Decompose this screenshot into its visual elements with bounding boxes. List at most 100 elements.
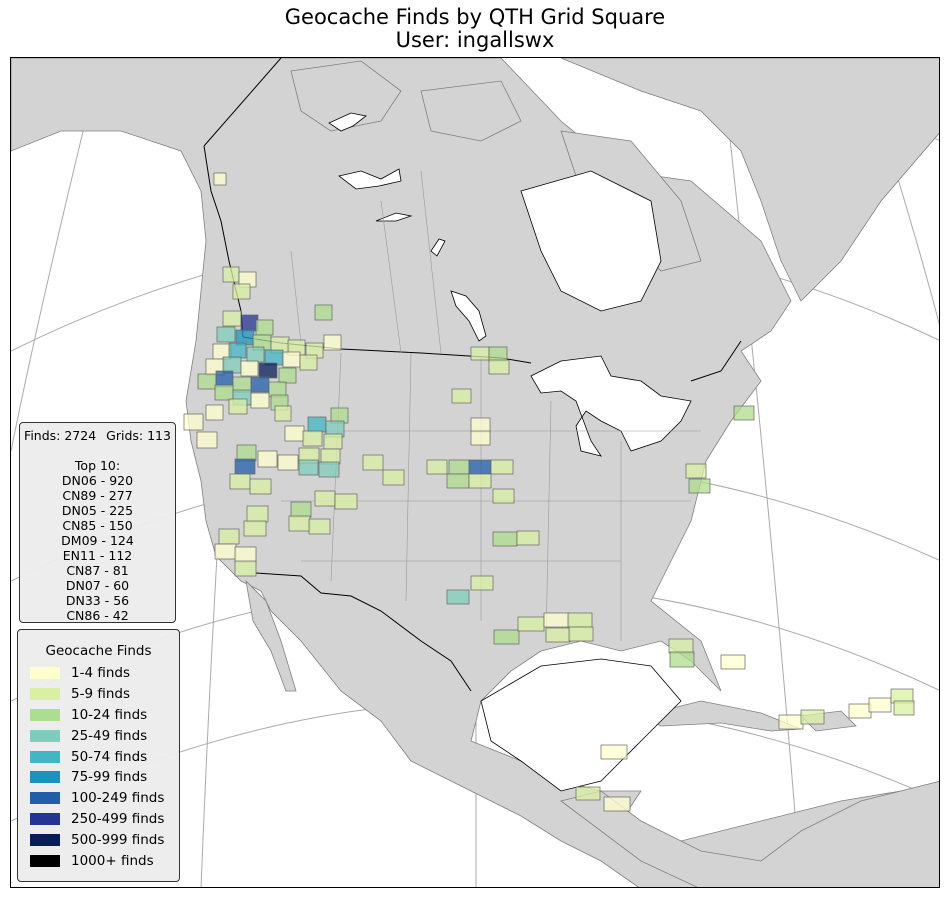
legend-label: 50-74 finds: [71, 748, 148, 765]
grid-square: [868, 697, 892, 713]
grid-square: [228, 398, 248, 415]
title-line-2: User: ingallswx: [395, 28, 555, 52]
legend-swatch: [30, 833, 60, 846]
grid-square: [492, 488, 515, 504]
grid-square: [470, 430, 491, 446]
grid-square: [470, 417, 491, 433]
grid-square: [218, 528, 240, 545]
grid-square: [278, 367, 297, 384]
grid-square: [302, 430, 323, 447]
map-canvas[interactable]: [11, 58, 940, 888]
legend-label: 500-999 finds: [71, 831, 165, 848]
grid-square: [492, 531, 518, 547]
legend-swatch: [30, 854, 60, 867]
grid-square: [314, 490, 336, 507]
legend-items: 1-4 finds 5-9 finds 10-24 finds 25-49 finds…: [18, 663, 179, 871]
grid-square: [229, 473, 251, 490]
grid-square: [216, 326, 236, 343]
grid-square: [290, 501, 312, 518]
legend-swatch: [30, 729, 60, 742]
grid-square: [446, 473, 470, 489]
grid-square: [214, 543, 237, 560]
legend: Geocache Finds 1-4 finds 5-9 finds 10-24 f…: [17, 629, 180, 882]
grid-square: [222, 266, 240, 283]
grid-square: [446, 589, 470, 605]
hudson-bay: [520, 170, 662, 312]
legend-swatch: [30, 792, 60, 805]
grid-square: [274, 405, 292, 422]
legend-title: Geocache Finds: [45, 643, 152, 659]
grid-square: [288, 515, 311, 532]
grid-square: [778, 714, 804, 730]
lake-winnipeg: [450, 290, 487, 342]
grid-square: [277, 454, 299, 471]
top10-entry: CN89 - 277: [62, 488, 133, 503]
chart-title: Geocache Finds by QTH Grid Square User: …: [0, 6, 950, 52]
grid-square: [197, 373, 217, 390]
grid-square: [282, 351, 301, 368]
title-line-1: Geocache Finds by QTH Grid Square: [284, 5, 666, 29]
legend-label: 5-9 finds: [71, 686, 131, 703]
grid-square: [250, 392, 270, 409]
legend-item: 5-9 finds: [18, 684, 179, 705]
stats-summary: Finds: 2724 Grids: 113: [20, 428, 175, 443]
grids-total: Grids: 113: [106, 428, 171, 443]
grid-square: [516, 530, 540, 546]
cuba: [639, 700, 802, 732]
legend-swatch: [30, 688, 60, 701]
grid-square: [258, 362, 278, 379]
top10-entry: CN87 - 81: [66, 563, 129, 578]
arctic-island-2: [420, 80, 522, 142]
grid-square: [246, 505, 269, 523]
grid-square: [685, 463, 707, 479]
grid-square: [249, 478, 272, 495]
grid-square: [488, 359, 510, 375]
grid-square: [426, 459, 448, 475]
grid-square: [451, 388, 472, 404]
grid-square: [228, 342, 247, 359]
top10-entry: DN07 - 60: [65, 578, 130, 593]
grid-square: [668, 638, 694, 654]
grid-square: [468, 473, 492, 489]
legend-swatch: [30, 771, 60, 784]
grid-square: [848, 703, 872, 719]
legend-label: 1000+ finds: [71, 852, 154, 869]
grid-square: [257, 450, 278, 468]
legend-swatch: [30, 667, 60, 680]
top10-entry: DN33 - 56: [65, 593, 130, 608]
legend-label: 75-99 finds: [71, 769, 148, 786]
legend-swatch: [30, 708, 60, 721]
legend-item: 25-49 finds: [18, 725, 179, 746]
grid-square: [243, 520, 267, 537]
grid-square: [232, 283, 251, 300]
grid-square: [517, 616, 545, 632]
legend-item: 50-74 finds: [18, 746, 179, 767]
grid-square: [205, 404, 224, 421]
greenland: [560, 58, 939, 302]
grid-square: [733, 405, 755, 421]
grid-square: [234, 560, 257, 577]
top10-title: Top 10:: [74, 458, 121, 473]
grid-square: [323, 334, 342, 351]
top10-entry: DM09 - 124: [61, 533, 134, 548]
top10-entry: CN86 - 42: [66, 608, 129, 623]
grid-square: [234, 458, 256, 475]
great-slave-lake: [375, 212, 413, 222]
legend-item: 250-499 finds: [18, 809, 179, 830]
legend-item: 75-99 finds: [18, 767, 179, 788]
grid-square: [250, 376, 270, 393]
grid-square: [240, 314, 259, 332]
grid-square: [323, 433, 343, 450]
gulf-of-mexico: [480, 658, 682, 792]
grid-square: [600, 744, 628, 760]
legend-item: 500-999 finds: [18, 829, 179, 850]
legend-item: 1-4 finds: [18, 663, 179, 684]
grid-square: [490, 459, 514, 475]
grid-square: [470, 346, 490, 361]
grid-square: [314, 304, 333, 321]
top10-entry: DN05 - 225: [61, 503, 134, 518]
grid-square: [893, 700, 915, 716]
arctic-water: [328, 112, 367, 132]
grid-square: [183, 413, 204, 431]
grid-square: [448, 459, 470, 475]
